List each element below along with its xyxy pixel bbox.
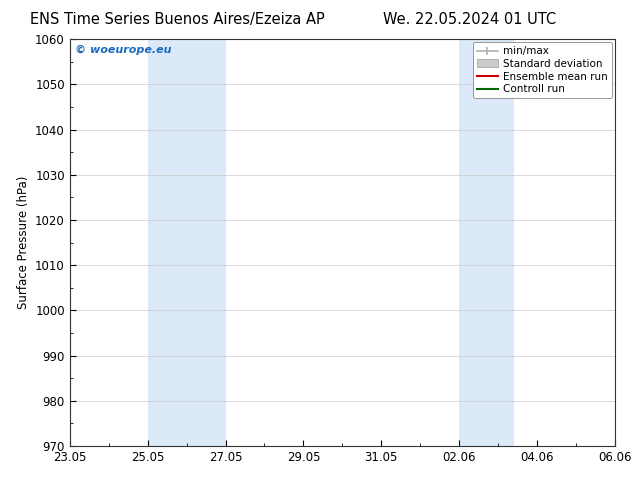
- Text: ENS Time Series Buenos Aires/Ezeiza AP: ENS Time Series Buenos Aires/Ezeiza AP: [30, 12, 325, 27]
- Text: We. 22.05.2024 01 UTC: We. 22.05.2024 01 UTC: [382, 12, 556, 27]
- Text: © woeurope.eu: © woeurope.eu: [75, 45, 172, 55]
- Legend: min/max, Standard deviation, Ensemble mean run, Controll run: min/max, Standard deviation, Ensemble me…: [473, 42, 612, 98]
- Bar: [459, 39, 514, 446]
- Y-axis label: Surface Pressure (hPa): Surface Pressure (hPa): [16, 176, 30, 309]
- Bar: [148, 39, 226, 446]
